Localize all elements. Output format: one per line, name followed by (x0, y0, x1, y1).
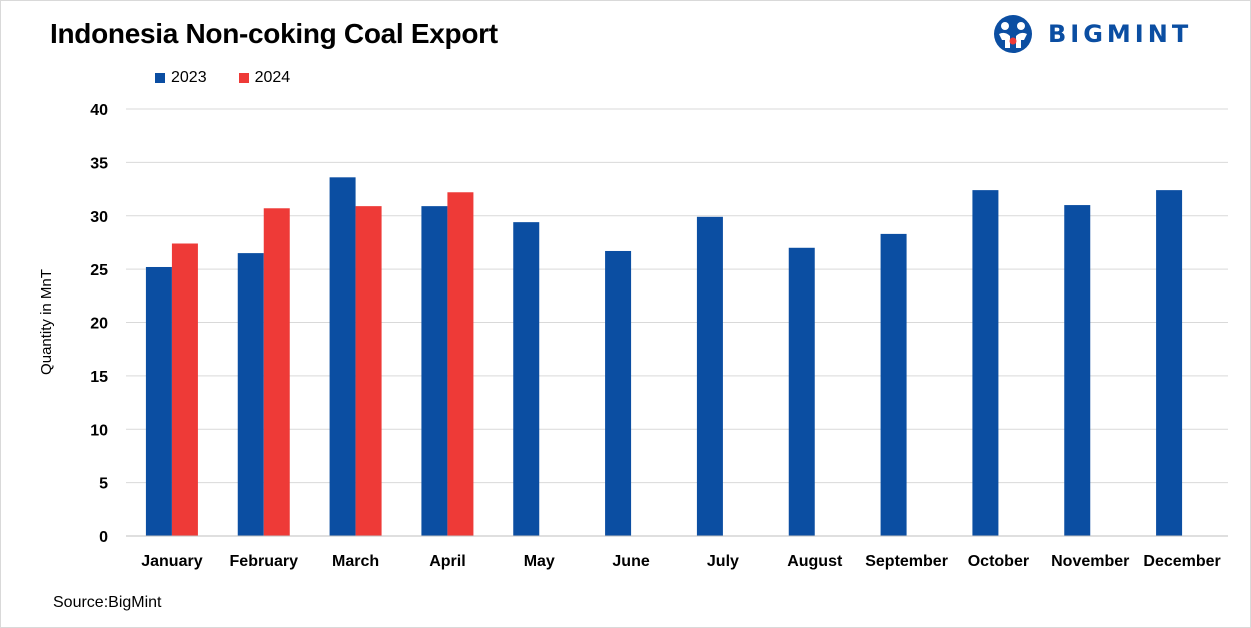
x-tick-label-july: July (707, 553, 739, 570)
x-tick-label-march: March (332, 553, 379, 570)
legend-item-2023: 2023 (155, 69, 207, 87)
x-tick-label-august: August (787, 553, 843, 570)
bar-2023-september (880, 233, 907, 536)
source-note: Source:BigMint (53, 594, 162, 611)
bar-2023-december (1156, 190, 1183, 536)
x-tick-label-october: October (968, 553, 1029, 570)
bar-2023-february (237, 253, 264, 537)
x-tick-label-may: May (524, 553, 555, 570)
legend-item-2024: 2024 (238, 69, 291, 87)
y-tick-label: 35 (90, 155, 108, 172)
bar-2023-april (421, 206, 448, 536)
x-tick-label-january: January (141, 553, 202, 570)
x-tick-label-december: December (1143, 553, 1220, 570)
bar-2024-march (355, 206, 382, 536)
x-tick-label-september: September (865, 553, 948, 570)
bar-2024-january (171, 243, 198, 536)
bar-2024-february (263, 208, 290, 536)
y-tick-label: 25 (90, 262, 108, 279)
bar-2023-august (788, 247, 815, 536)
y-tick-label: 40 (90, 102, 108, 119)
x-tick-label-november: November (1051, 553, 1129, 570)
x-tick-label-february: February (230, 553, 299, 570)
y-tick-label: 20 (90, 316, 108, 333)
y-tick-label: 15 (90, 369, 108, 386)
y-tick-label: 0 (99, 529, 108, 546)
bar-2023-october (972, 190, 999, 536)
x-axis-tick-labels: January February March April May June July Augu… (141, 553, 1221, 570)
legend-label-2024: 2024 (254, 69, 291, 86)
chart-title: Indonesia Non-coking Coal Export (50, 18, 498, 49)
legend-swatch-2023 (155, 73, 165, 83)
y-tick-label: 5 (99, 476, 108, 493)
y-tick-label: 10 (90, 422, 108, 439)
bar-2023-march (329, 177, 356, 536)
bars (126, 177, 1228, 537)
y-axis-label: Quantity in MnT (38, 269, 55, 375)
logo-text: BIGMINT (1048, 20, 1193, 48)
bigmint-logo: BIGMINT (990, 14, 1192, 54)
bar-2023-july (696, 216, 723, 536)
y-tick-label: 30 (90, 209, 108, 226)
legend-swatch-2024 (238, 73, 249, 83)
grid-lines (126, 108, 1228, 537)
bar-2023-november (1064, 205, 1091, 536)
legend: 2023 2024 (155, 69, 290, 87)
bar-2023-june (605, 250, 632, 537)
bar-2023-may (513, 222, 540, 536)
x-tick-label-april: April (429, 553, 465, 570)
legend-label-2023: 2023 (171, 69, 207, 86)
y-axis-tick-labels: 0 5 10 15 20 25 30 35 40 (90, 102, 108, 546)
bigmint-logo-icon (994, 15, 1032, 53)
bar-2024-april (447, 192, 474, 536)
x-tick-label-june: June (612, 553, 649, 570)
bar-2023-january (145, 266, 172, 536)
